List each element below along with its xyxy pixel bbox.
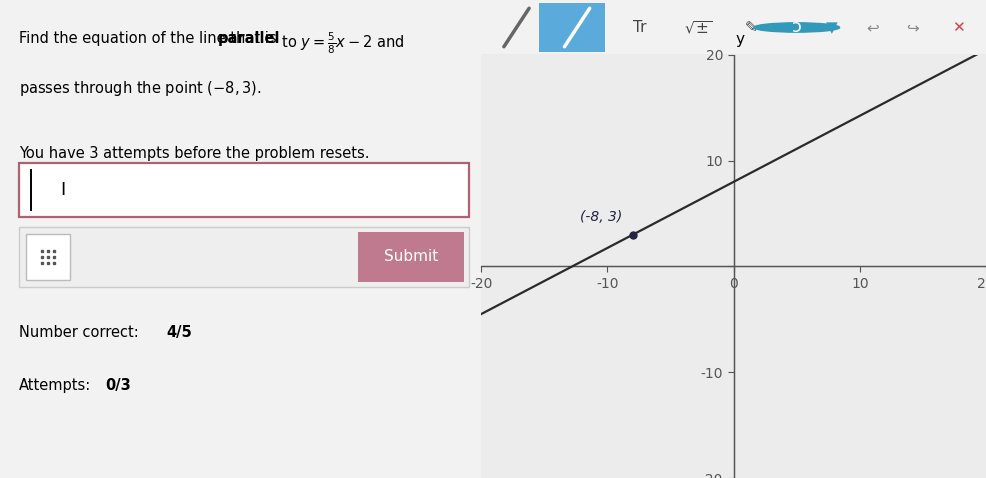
- Text: (-8, 3): (-8, 3): [581, 210, 622, 224]
- Circle shape: [753, 23, 840, 32]
- Text: parallel: parallel: [218, 31, 280, 46]
- Text: Find the equation of the line that is: Find the equation of the line that is: [20, 31, 281, 46]
- Text: I: I: [60, 181, 65, 199]
- FancyBboxPatch shape: [27, 234, 70, 280]
- Text: ↩: ↩: [866, 20, 879, 35]
- FancyBboxPatch shape: [20, 163, 469, 217]
- Text: You have 3 attempts before the problem resets.: You have 3 attempts before the problem r…: [20, 146, 370, 161]
- Text: Submit: Submit: [385, 250, 439, 264]
- Text: 4/5: 4/5: [166, 325, 191, 340]
- Text: Number correct:: Number correct:: [20, 325, 144, 340]
- Text: ↄ: ↄ: [792, 19, 802, 36]
- Text: 0/3: 0/3: [105, 378, 130, 392]
- Text: y: y: [736, 32, 744, 46]
- Text: Attempts:: Attempts:: [20, 378, 92, 392]
- Text: ▼: ▼: [826, 20, 838, 35]
- Text: ↪: ↪: [906, 20, 919, 35]
- FancyBboxPatch shape: [359, 232, 464, 282]
- Text: to $y = \frac{5}{8}x - 2$ and: to $y = \frac{5}{8}x - 2$ and: [277, 31, 404, 56]
- FancyBboxPatch shape: [539, 3, 604, 52]
- FancyBboxPatch shape: [20, 227, 469, 287]
- Text: ✎: ✎: [744, 20, 757, 35]
- Text: passes through the point $(-8,3)$.: passes through the point $(-8,3)$.: [20, 79, 262, 98]
- Text: $\sqrt{\pm}$: $\sqrt{\pm}$: [684, 19, 713, 36]
- Text: Tr: Tr: [633, 20, 647, 35]
- Text: ✕: ✕: [951, 20, 964, 35]
